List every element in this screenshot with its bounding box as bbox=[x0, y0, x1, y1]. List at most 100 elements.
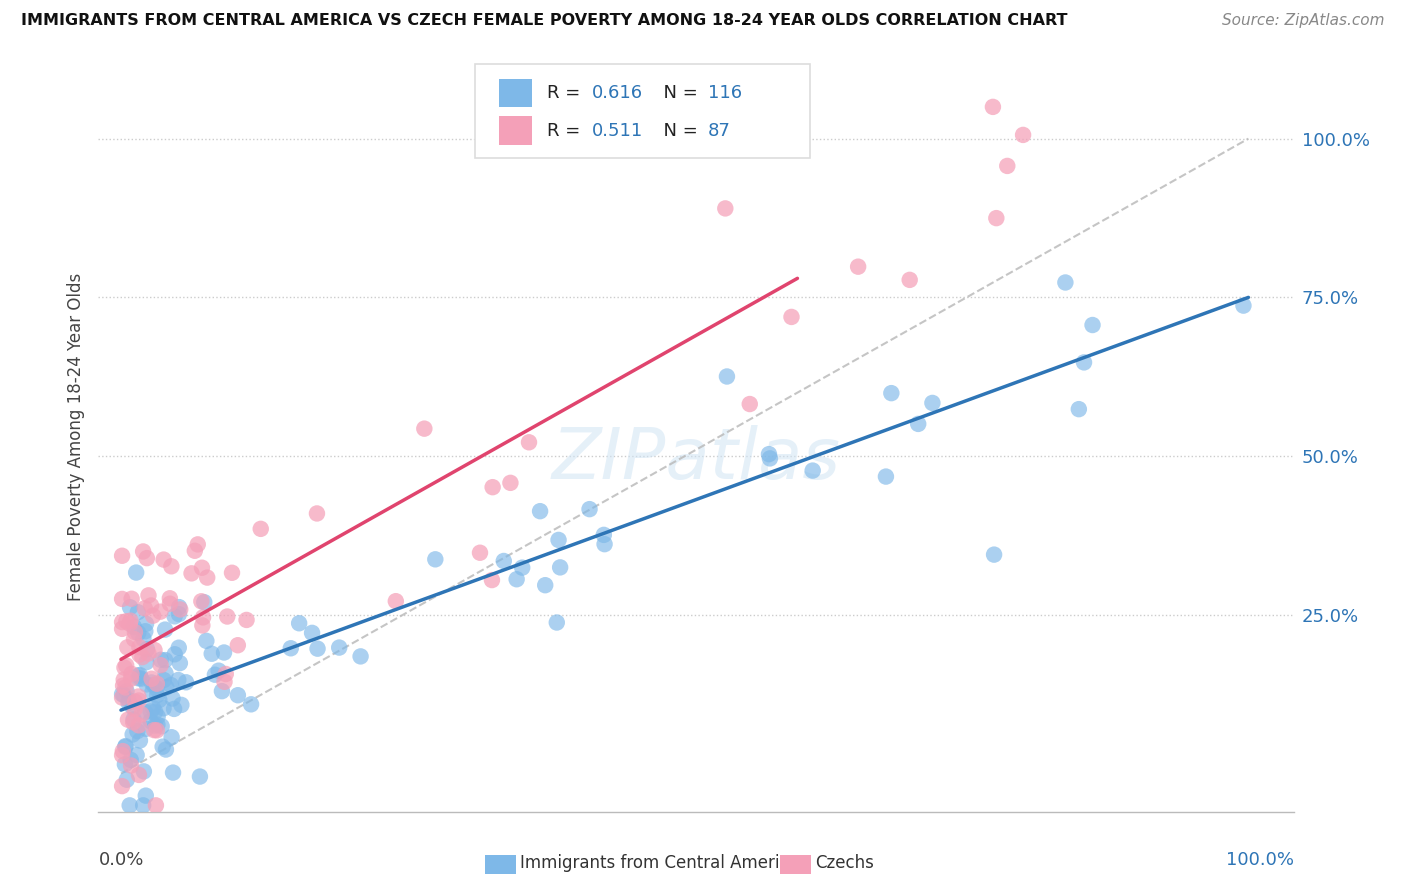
Point bbox=[125, 747, 148, 762]
Point bbox=[135, 722, 157, 736]
Point bbox=[115, 684, 138, 698]
Point bbox=[174, 675, 197, 690]
Point bbox=[122, 713, 145, 727]
Point bbox=[163, 702, 186, 716]
Point bbox=[111, 591, 134, 606]
Point bbox=[226, 638, 249, 652]
Text: 0.616: 0.616 bbox=[592, 84, 643, 103]
Point bbox=[1081, 318, 1104, 332]
Point bbox=[127, 690, 149, 704]
Point bbox=[180, 566, 202, 581]
Point bbox=[152, 739, 174, 754]
Point bbox=[128, 671, 150, 685]
Point bbox=[146, 709, 169, 723]
Point bbox=[226, 688, 249, 702]
Point bbox=[138, 647, 160, 661]
Point bbox=[510, 560, 533, 574]
Point bbox=[191, 610, 214, 624]
Point bbox=[121, 700, 143, 714]
Point bbox=[138, 588, 160, 602]
Point bbox=[155, 742, 177, 756]
Point bbox=[1012, 128, 1035, 142]
Point bbox=[143, 643, 166, 657]
Point bbox=[160, 559, 183, 574]
Point bbox=[159, 591, 181, 606]
Point bbox=[191, 618, 214, 632]
Text: ZIPatlas: ZIPatlas bbox=[551, 425, 841, 494]
Point bbox=[120, 614, 142, 628]
Point bbox=[152, 673, 174, 687]
FancyBboxPatch shape bbox=[475, 64, 810, 158]
Text: R =: R = bbox=[547, 84, 585, 103]
Point bbox=[122, 620, 145, 634]
Point bbox=[160, 730, 183, 744]
Point bbox=[135, 789, 157, 803]
Point bbox=[349, 649, 371, 664]
Point bbox=[1067, 402, 1090, 417]
Point bbox=[135, 677, 157, 691]
Point bbox=[148, 693, 170, 707]
Point bbox=[129, 672, 152, 686]
Point bbox=[301, 626, 323, 640]
Point bbox=[240, 698, 263, 712]
Point bbox=[143, 705, 166, 719]
Point bbox=[288, 616, 311, 631]
Bar bbox=[499, 116, 533, 145]
Point bbox=[738, 397, 761, 411]
Point bbox=[191, 560, 214, 574]
Point bbox=[898, 273, 921, 287]
Point bbox=[135, 551, 157, 566]
Point bbox=[159, 597, 181, 611]
Point bbox=[995, 159, 1018, 173]
Point bbox=[167, 607, 190, 621]
Text: 100.0%: 100.0% bbox=[1226, 851, 1294, 869]
Point bbox=[235, 613, 257, 627]
Point bbox=[188, 770, 211, 784]
Point bbox=[128, 768, 150, 782]
Point bbox=[143, 678, 166, 692]
Point bbox=[127, 668, 149, 682]
Point bbox=[149, 653, 172, 667]
Point bbox=[385, 594, 408, 608]
Point bbox=[128, 648, 150, 662]
Point bbox=[124, 625, 146, 640]
Point bbox=[149, 605, 172, 619]
Point bbox=[115, 772, 138, 787]
Point bbox=[907, 417, 929, 431]
Point bbox=[162, 765, 184, 780]
Point bbox=[305, 507, 328, 521]
Point bbox=[134, 705, 156, 719]
Point bbox=[145, 681, 167, 696]
Point bbox=[114, 739, 136, 754]
Point bbox=[112, 673, 135, 687]
Point bbox=[211, 684, 233, 698]
Point bbox=[111, 690, 134, 705]
Text: 87: 87 bbox=[709, 121, 731, 140]
Point bbox=[152, 552, 174, 566]
Point bbox=[111, 615, 134, 629]
Point bbox=[135, 616, 157, 631]
Point bbox=[578, 502, 600, 516]
Point bbox=[141, 685, 163, 699]
Point bbox=[118, 616, 141, 631]
Point bbox=[117, 713, 139, 727]
Text: Immigrants from Central America: Immigrants from Central America bbox=[520, 855, 799, 872]
Point bbox=[114, 757, 136, 772]
Point bbox=[193, 595, 215, 609]
Point bbox=[120, 600, 142, 615]
Point bbox=[143, 723, 166, 738]
Y-axis label: Female Poverty Among 18-24 Year Olds: Female Poverty Among 18-24 Year Olds bbox=[66, 273, 84, 601]
Point bbox=[1054, 276, 1077, 290]
Point bbox=[141, 672, 163, 686]
Point bbox=[505, 572, 527, 586]
Bar bbox=[499, 78, 533, 107]
Point bbox=[160, 678, 183, 692]
Text: 116: 116 bbox=[709, 84, 742, 103]
Point bbox=[115, 658, 138, 673]
Point bbox=[195, 633, 218, 648]
Point bbox=[141, 675, 163, 690]
Point bbox=[145, 798, 167, 813]
Point bbox=[214, 674, 236, 689]
Point bbox=[142, 701, 165, 715]
Point bbox=[801, 464, 824, 478]
